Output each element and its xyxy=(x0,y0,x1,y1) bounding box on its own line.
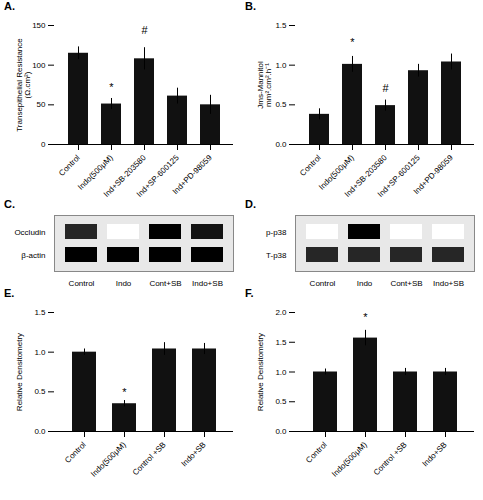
svg-text:Relative Densitometry: Relative Densitometry xyxy=(15,333,24,411)
svg-text:Control +SB: Control +SB xyxy=(131,440,168,477)
svg-text:*: * xyxy=(109,81,114,93)
svg-text:Indo(500μM): Indo(500μM) xyxy=(76,153,115,192)
svg-text:100: 100 xyxy=(32,61,46,70)
svg-text:1.0: 1.0 xyxy=(275,61,287,70)
svg-text:0: 0 xyxy=(41,140,46,149)
svg-text:1.5: 1.5 xyxy=(275,338,287,347)
svg-text:Control: Control xyxy=(63,440,88,465)
svg-text:0.0: 0.0 xyxy=(34,427,46,436)
svg-text:Control: Control xyxy=(298,153,323,178)
svg-text:0.0: 0.0 xyxy=(275,427,287,436)
svg-text:*: * xyxy=(122,386,127,398)
svg-text:*: * xyxy=(363,311,368,323)
svg-text:Indo(500μM): Indo(500μM) xyxy=(89,440,128,479)
svg-text:0.5: 0.5 xyxy=(34,387,46,396)
svg-text:Indo+SB: Indo+SB xyxy=(420,440,448,468)
svg-text:#: # xyxy=(141,24,148,36)
svg-text:*: * xyxy=(350,36,355,48)
svg-text:Indo: Indo xyxy=(116,279,132,287)
svg-text:#: # xyxy=(382,82,389,94)
svg-text:Occludin: Occludin xyxy=(14,228,45,237)
html-text:F.: F. xyxy=(245,287,254,299)
svg-text:β-actin: β-actin xyxy=(21,251,45,260)
svg-text:Control: Control xyxy=(57,153,82,178)
svg-text:0.0: 0.0 xyxy=(275,140,287,149)
svg-text:1.5: 1.5 xyxy=(275,21,287,30)
svg-text:Control: Control xyxy=(69,279,95,287)
svg-text:Indo(500μM): Indo(500μM) xyxy=(330,440,369,479)
svg-text:Ind+PD-98059: Ind+PD-98059 xyxy=(171,153,214,196)
svg-text:1.5: 1.5 xyxy=(34,308,46,317)
html-text:A.: A. xyxy=(4,0,15,12)
svg-text:T-p38: T-p38 xyxy=(266,251,287,260)
svg-text:150: 150 xyxy=(32,21,46,30)
svg-text:1.0: 1.0 xyxy=(275,368,287,377)
html-text:C.: C. xyxy=(4,198,15,210)
svg-text:Control: Control xyxy=(310,279,336,287)
svg-text:Cont+SB: Cont+SB xyxy=(149,279,181,287)
html-text:D.: D. xyxy=(245,198,256,210)
svg-text:0.5: 0.5 xyxy=(275,397,287,406)
html-text:B.: B. xyxy=(245,0,256,12)
svg-text:Indo(500μM): Indo(500μM) xyxy=(317,153,356,192)
svg-text:1.0: 1.0 xyxy=(34,348,46,357)
html-text:E.: E. xyxy=(4,287,15,299)
svg-text:Jms-Mannitolmm².cm².h⁻¹: Jms-Mannitolmm².cm².h⁻¹ xyxy=(256,61,273,109)
svg-text:Indo: Indo xyxy=(357,279,373,287)
svg-text:p-p38: p-p38 xyxy=(266,228,287,237)
svg-text:50: 50 xyxy=(37,100,46,109)
svg-text:2.0: 2.0 xyxy=(275,308,287,317)
svg-text:Indo+SB: Indo+SB xyxy=(192,279,223,287)
svg-text:Indo+SB: Indo+SB xyxy=(433,279,464,287)
svg-text:Control +SB: Control +SB xyxy=(372,440,409,477)
svg-text:Control: Control xyxy=(304,440,329,465)
svg-text:0.5: 0.5 xyxy=(275,100,287,109)
svg-text:Relative Densitometry: Relative Densitometry xyxy=(256,333,265,411)
svg-text:Indo+SB: Indo+SB xyxy=(179,440,207,468)
svg-text:Cont+SB: Cont+SB xyxy=(390,279,422,287)
svg-text:Transepithelial Resistance(Ω.c: Transepithelial Resistance(Ω.cm²) xyxy=(15,38,32,132)
svg-text:Ind+PD-98059: Ind+PD-98059 xyxy=(412,153,455,196)
